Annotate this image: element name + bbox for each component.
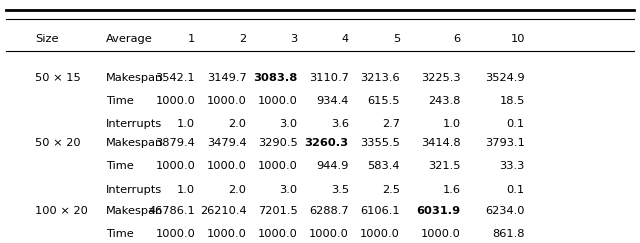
- Text: 3542.1: 3542.1: [156, 73, 195, 83]
- Text: 3414.8: 3414.8: [421, 138, 461, 148]
- Text: 50 × 15: 50 × 15: [35, 73, 81, 83]
- Text: 1000.0: 1000.0: [309, 229, 349, 240]
- Text: 243.8: 243.8: [428, 96, 461, 106]
- Text: 3793.1: 3793.1: [485, 138, 525, 148]
- Text: 3225.3: 3225.3: [421, 73, 461, 83]
- Text: 1000.0: 1000.0: [156, 96, 195, 106]
- Text: 1000.0: 1000.0: [156, 229, 195, 240]
- Text: 1000.0: 1000.0: [258, 229, 298, 240]
- Text: 6288.7: 6288.7: [309, 206, 349, 217]
- Text: 1.0: 1.0: [443, 119, 461, 129]
- Text: 10: 10: [510, 34, 525, 44]
- Text: 1.6: 1.6: [443, 184, 461, 195]
- Text: 26210.4: 26210.4: [200, 206, 246, 217]
- Text: 1.0: 1.0: [177, 119, 195, 129]
- Text: 583.4: 583.4: [367, 161, 400, 172]
- Text: 0.1: 0.1: [507, 119, 525, 129]
- Text: 5: 5: [393, 34, 400, 44]
- Text: 2: 2: [239, 34, 246, 44]
- Text: 934.4: 934.4: [316, 96, 349, 106]
- Text: 0.1: 0.1: [507, 184, 525, 195]
- Text: 3879.4: 3879.4: [156, 138, 195, 148]
- Text: 6234.0: 6234.0: [485, 206, 525, 217]
- Text: 1000.0: 1000.0: [421, 229, 461, 240]
- Text: 18.5: 18.5: [499, 96, 525, 106]
- Text: Interrupts: Interrupts: [106, 119, 162, 129]
- Text: 6106.1: 6106.1: [360, 206, 400, 217]
- Text: 3.0: 3.0: [280, 119, 298, 129]
- Text: 1000.0: 1000.0: [258, 161, 298, 172]
- Text: 2.5: 2.5: [382, 184, 400, 195]
- Text: 1000.0: 1000.0: [207, 161, 246, 172]
- Text: Time: Time: [106, 229, 133, 240]
- Text: Makespan: Makespan: [106, 206, 163, 217]
- Text: 3213.6: 3213.6: [360, 73, 400, 83]
- Text: 3479.4: 3479.4: [207, 138, 246, 148]
- Text: 1.0: 1.0: [177, 184, 195, 195]
- Text: Size: Size: [35, 34, 59, 44]
- Text: Makespan: Makespan: [106, 138, 163, 148]
- Text: 3149.7: 3149.7: [207, 73, 246, 83]
- Text: Time: Time: [106, 161, 133, 172]
- Text: 1000.0: 1000.0: [360, 229, 400, 240]
- Text: 3524.9: 3524.9: [485, 73, 525, 83]
- Text: 33.3: 33.3: [499, 161, 525, 172]
- Text: 3083.8: 3083.8: [253, 73, 298, 83]
- Text: 1000.0: 1000.0: [207, 96, 246, 106]
- Text: 1: 1: [188, 34, 195, 44]
- Text: 1000.0: 1000.0: [258, 96, 298, 106]
- Text: 6: 6: [454, 34, 461, 44]
- Text: Average: Average: [106, 34, 152, 44]
- Text: 3110.7: 3110.7: [309, 73, 349, 83]
- Text: 7201.5: 7201.5: [258, 206, 298, 217]
- Text: 321.5: 321.5: [428, 161, 461, 172]
- Text: Makespan: Makespan: [106, 73, 163, 83]
- Text: Time: Time: [106, 96, 133, 106]
- Text: 3260.3: 3260.3: [305, 138, 349, 148]
- Text: 615.5: 615.5: [367, 96, 400, 106]
- Text: 3355.5: 3355.5: [360, 138, 400, 148]
- Text: 944.9: 944.9: [316, 161, 349, 172]
- Text: 50 × 20: 50 × 20: [35, 138, 81, 148]
- Text: 3: 3: [291, 34, 298, 44]
- Text: 46786.1: 46786.1: [148, 206, 195, 217]
- Text: 6031.9: 6031.9: [417, 206, 461, 217]
- Text: 2.0: 2.0: [228, 184, 246, 195]
- Text: 861.8: 861.8: [492, 229, 525, 240]
- Text: 2.7: 2.7: [382, 119, 400, 129]
- Text: 3290.5: 3290.5: [258, 138, 298, 148]
- Text: 1000.0: 1000.0: [156, 161, 195, 172]
- Text: Interrupts: Interrupts: [106, 184, 162, 195]
- Text: 3.0: 3.0: [280, 184, 298, 195]
- Text: 100 × 20: 100 × 20: [35, 206, 88, 217]
- Text: 3.6: 3.6: [331, 119, 349, 129]
- Text: 4: 4: [342, 34, 349, 44]
- Text: 1000.0: 1000.0: [207, 229, 246, 240]
- Text: 2.0: 2.0: [228, 119, 246, 129]
- Text: 3.5: 3.5: [331, 184, 349, 195]
